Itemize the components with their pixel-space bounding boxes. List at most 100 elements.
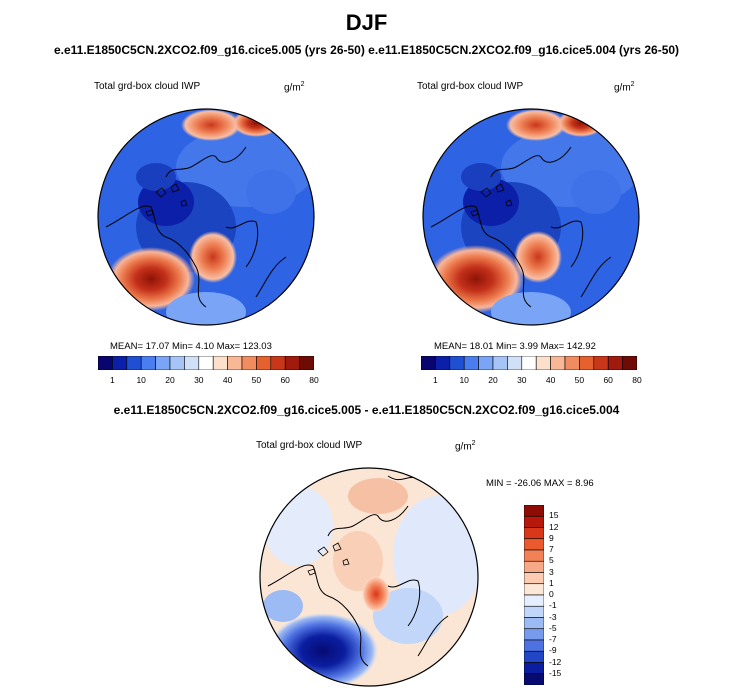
colorbar-swatch	[579, 356, 595, 370]
colorbar-tick-label: 10	[459, 375, 469, 385]
shade	[461, 163, 501, 191]
right-variable-label: Total grd-box cloud IWP	[417, 81, 524, 92]
colorbar-swatch	[212, 356, 228, 370]
shade	[571, 170, 621, 214]
colorbar-swatch	[227, 356, 243, 370]
colorbar-tick-label: 10	[136, 375, 146, 385]
colorbar-tick-label: 60	[603, 375, 613, 385]
shade	[166, 292, 246, 325]
colorbar-swatch	[463, 356, 479, 370]
colorbar-tick-label: -15	[549, 667, 562, 678]
coastline	[267, 475, 449, 667]
colorbar-swatch	[524, 628, 544, 641]
colorbar-swatch	[492, 356, 508, 370]
colorbar-swatch	[550, 356, 566, 370]
case-a-title: e.e11.E1850C5CN.2XCO2.f09_g16.cice5.005 …	[53, 43, 365, 57]
colorbar-swatch	[524, 605, 544, 618]
page-title: DJF	[345, 10, 388, 35]
case-b-title: e.e11.E1850C5CN.2XCO2.f09_g16.cice5.004 …	[368, 43, 680, 57]
diff-polar-map	[259, 467, 479, 687]
left-units-label: g/m2	[284, 81, 305, 94]
colorbar-tick-label: -12	[549, 656, 562, 667]
difference-title: e.e11.E1850C5CN.2XCO2.f09_g16.cice5.005 …	[113, 403, 620, 417]
colorbar-tick-label: 30	[194, 375, 204, 385]
colorbar-swatch	[535, 356, 551, 370]
colorbar-swatch	[241, 356, 257, 370]
colorbar-swatch	[524, 560, 544, 573]
colorbar-swatch	[622, 356, 637, 370]
colorbar-tick-label: 40	[222, 375, 233, 385]
colorbar-swatch	[524, 549, 544, 562]
colorbar-swatch	[98, 356, 113, 370]
colorbar-swatch	[140, 356, 156, 370]
shade	[348, 478, 408, 514]
colorbar-swatch	[169, 356, 185, 370]
colorbar-swatch	[524, 650, 544, 663]
left-polar-map	[97, 108, 315, 326]
colorbar-swatch	[112, 356, 128, 370]
colorbar-tick-label: 12	[549, 521, 559, 532]
colorbar-swatch	[564, 356, 580, 370]
right-colorbar	[421, 356, 637, 370]
colorbar-tick-label: -1	[549, 600, 557, 611]
colorbar-tick-label: 1	[549, 577, 554, 588]
right-polar-map	[422, 108, 640, 326]
right-colorbar-ticks: 1 10 20 30 40 50 60 80	[421, 375, 642, 387]
islands	[307, 542, 350, 576]
colorbar-tick-label: 20	[488, 375, 498, 385]
shade	[263, 486, 333, 566]
colorbar-swatch	[270, 356, 286, 370]
shade	[246, 170, 296, 214]
colorbar-swatch	[256, 356, 272, 370]
diff-variable-label: Total grd-box cloud IWP	[256, 440, 363, 451]
colorbar-swatch	[478, 356, 494, 370]
colorbar-tick-label: 80	[632, 375, 642, 385]
diff-units-label: g/m2	[455, 440, 476, 453]
colorbar-tick-label: 60	[280, 375, 290, 385]
colorbar-swatch	[524, 639, 544, 652]
colorbar-tick-label: 1	[433, 375, 438, 385]
colorbar-swatch	[507, 356, 523, 370]
colorbar-swatch	[421, 356, 436, 370]
shade	[373, 588, 443, 644]
shade	[263, 590, 303, 622]
red-patch-north	[506, 109, 566, 141]
colorbar-tick-label: -7	[549, 634, 557, 644]
colorbar-swatch	[524, 662, 544, 675]
right-stats: MEAN= 18.01 Min= 3.99 Max= 142.92	[434, 341, 596, 352]
red-patch-europe	[362, 576, 390, 612]
left-colorbar-ticks: 1 10 20 30 40 50 60 80	[98, 375, 319, 387]
colorbar-tick-label: -9	[549, 645, 557, 656]
diff-colorbar-ticks: 15 12 9 7 5 3 1 0 -1 -3 -5 -7 -9 -12 -15	[549, 505, 579, 685]
shade	[136, 163, 176, 191]
colorbar-tick-label: 5	[549, 555, 554, 566]
islands	[470, 183, 513, 217]
colorbar-swatch	[524, 594, 544, 607]
red-patch-europe	[514, 231, 562, 283]
colorbar-tick-label: 50	[251, 375, 262, 385]
colorbar-swatch	[299, 356, 314, 370]
colorbar-swatch	[524, 572, 544, 585]
colorbar-tick-label: 40	[545, 375, 556, 385]
colorbar-swatch	[521, 356, 537, 370]
blue-patch-atlantic	[268, 613, 378, 686]
colorbar-tick-label: 20	[165, 375, 175, 385]
coastline	[430, 146, 612, 308]
colorbar-swatch	[524, 617, 544, 630]
shade	[491, 292, 571, 325]
shade	[333, 531, 383, 591]
colorbar-tick-label: 80	[309, 375, 319, 385]
right-units-label: g/m2	[614, 81, 635, 94]
left-colorbar	[98, 356, 314, 370]
colorbar-swatch	[607, 356, 623, 370]
colorbar-swatch	[524, 505, 544, 517]
colorbar-tick-label: -3	[549, 611, 557, 622]
colorbar-tick-label: 30	[517, 375, 527, 385]
colorbar-swatch	[524, 527, 544, 540]
colorbar-swatch	[126, 356, 142, 370]
colorbar-tick-label: 1	[110, 375, 115, 385]
islands	[145, 183, 188, 217]
colorbar-swatch	[524, 673, 544, 685]
colorbar-swatch	[524, 583, 544, 596]
colorbar-tick-label: 50	[574, 375, 585, 385]
